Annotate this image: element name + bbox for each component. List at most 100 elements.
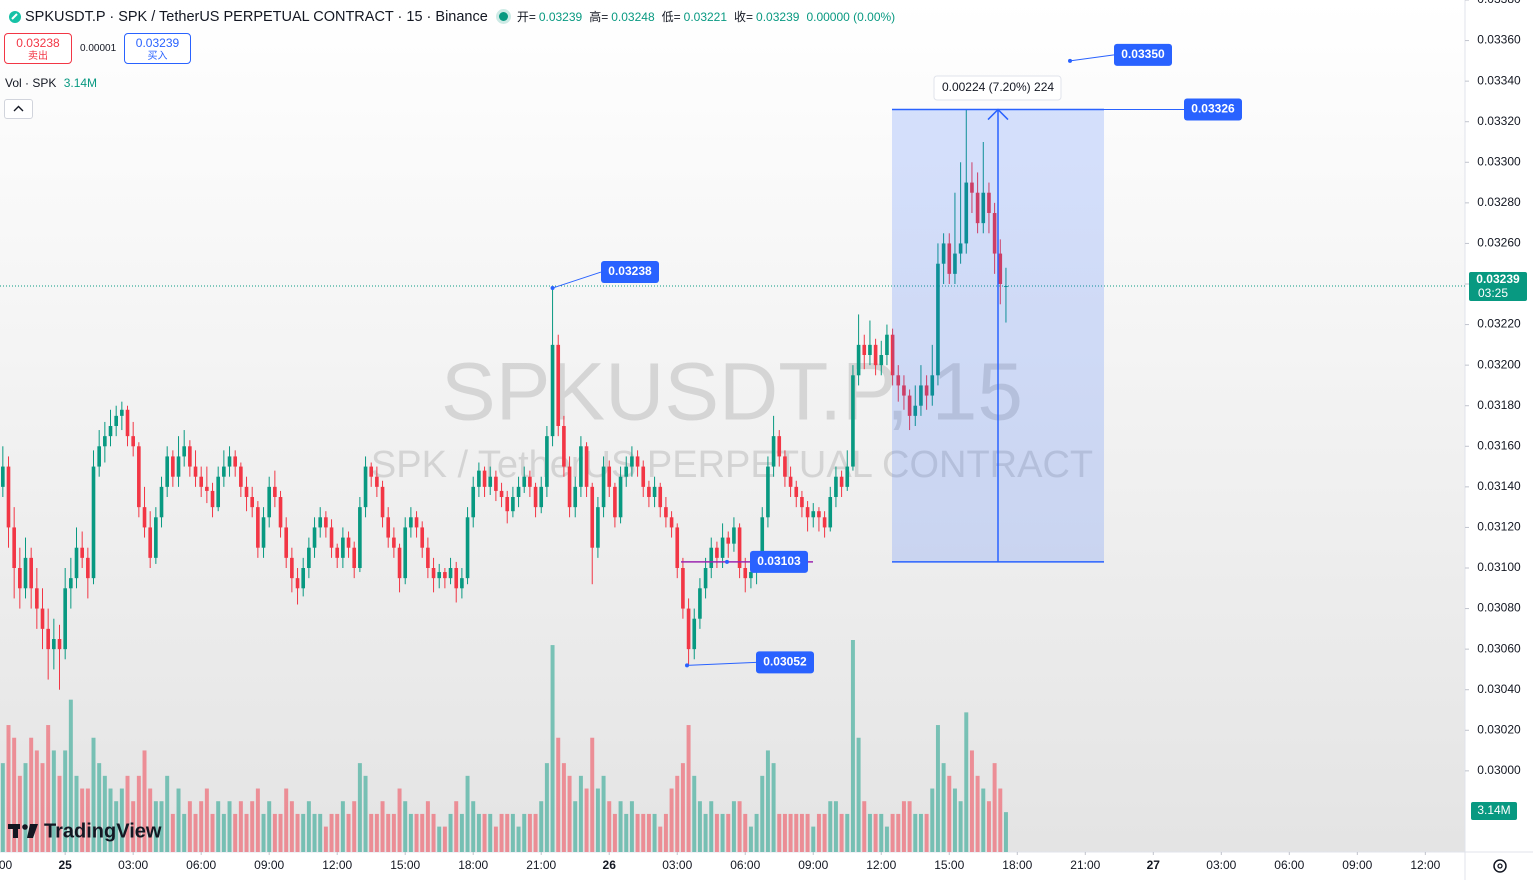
volume-bar [726, 813, 731, 852]
candle-body [556, 344, 561, 426]
candle-body [148, 527, 152, 558]
y-tick-label: 0.03020 [1477, 722, 1521, 736]
volume-bar [40, 763, 45, 852]
volume-bar [380, 801, 385, 852]
x-tick-label: 25 [58, 858, 72, 872]
collapse-button[interactable] [4, 99, 33, 119]
candle-body [613, 486, 617, 518]
candle-body [533, 486, 538, 508]
volume-bar [890, 813, 895, 852]
candle-body [165, 456, 169, 487]
annotation-tag [1114, 43, 1172, 66]
candle-body [505, 497, 510, 512]
volume-bar [567, 775, 572, 852]
candle-body [896, 375, 901, 386]
candle-body [142, 507, 147, 528]
candle-body [749, 572, 753, 579]
volume-tag-label: 3.14M [1477, 803, 1510, 817]
close-value: 0.03239 [756, 9, 800, 24]
volume-bar [561, 763, 566, 852]
volume-bar [941, 763, 946, 852]
volume-bar [969, 750, 974, 852]
x-tick-label: 27 [1147, 858, 1161, 872]
candle-body [851, 375, 855, 467]
volume-bar [794, 813, 799, 852]
settings-icon[interactable] [1493, 859, 1507, 873]
candle-body [369, 466, 374, 477]
volume-bar [907, 801, 912, 852]
volume-bar [964, 712, 969, 852]
y-tick-label: 0.03280 [1477, 195, 1521, 209]
y-tick-label: 0.03140 [1477, 479, 1521, 493]
annotation-label: 0.03103 [757, 554, 801, 568]
candle-body [522, 476, 527, 487]
y-tick-label: 0.03100 [1477, 560, 1521, 574]
candle-body [482, 470, 487, 487]
volume-bar [267, 801, 272, 852]
annotation-label: 0.03238 [608, 264, 652, 278]
volume-bar [431, 813, 436, 852]
symbol: SPKUSDT.P · SPK / TetherUS PERPETUAL CON… [25, 8, 488, 25]
volume-bar [488, 813, 493, 852]
volume-bar [578, 775, 583, 852]
y-tick-label: 0.03340 [1477, 73, 1521, 87]
volume-bar [607, 801, 612, 852]
candle-body [590, 486, 595, 548]
y-tick-label: 0.03120 [1477, 520, 1521, 534]
buy-button[interactable]: 0.03239 买入 [124, 33, 191, 64]
candle-body [284, 527, 289, 558]
candle-body [307, 547, 311, 568]
header: SPKUSDT.P · SPK / TetherUS PERPETUAL CON… [8, 8, 895, 25]
candle-body [120, 409, 124, 416]
volume-bar [119, 788, 124, 852]
candle-body [154, 517, 158, 558]
candle-body [392, 537, 396, 548]
x-tick-label: 21:00 [1070, 858, 1100, 872]
candle-body [18, 568, 22, 589]
candle-body [335, 547, 340, 558]
candle-body [86, 557, 90, 579]
volume-legend-value: 3.14M [63, 76, 98, 90]
volume-bar [0, 763, 5, 852]
candle-body [448, 568, 453, 579]
candle-body [873, 344, 878, 366]
volume-bar [692, 775, 697, 852]
candle-body [324, 517, 328, 528]
candle-body [409, 517, 413, 528]
x-tick-label: 06:00 [1274, 858, 1304, 872]
volume-bar [46, 725, 51, 852]
candle-body [890, 334, 895, 376]
volume-bar [714, 813, 719, 852]
candle-body [692, 618, 697, 650]
candle-body [624, 466, 629, 477]
volume-bar [833, 801, 838, 852]
candle-body [295, 578, 300, 589]
high-value: 0.03248 [611, 9, 655, 24]
volume-bar [142, 750, 147, 852]
y-tick-label: 0.03360 [1477, 33, 1521, 47]
candle-body [471, 486, 476, 518]
x-tick-label: 21:00 [526, 858, 556, 872]
volume-bar [522, 813, 527, 852]
candle-body [290, 557, 294, 579]
annotation-point [725, 559, 729, 564]
volume-bar [408, 813, 413, 852]
current-price-label: 0.03239 [1476, 272, 1520, 286]
candle-body [256, 507, 260, 548]
candle-body [760, 517, 765, 568]
volume-bar [125, 775, 130, 852]
volume-bar [646, 813, 651, 852]
candle-body [12, 527, 16, 568]
volume-bar [414, 813, 419, 852]
volume-bar [170, 813, 175, 852]
volume-bar [397, 788, 402, 852]
volume-bar [930, 788, 935, 852]
y-tick-label: 0.03060 [1477, 641, 1521, 655]
candle-body [358, 507, 362, 568]
candle-body [737, 527, 742, 568]
sell-button[interactable]: 0.03238 卖出 [4, 33, 72, 64]
annotation-point [550, 286, 555, 291]
volume-bar [658, 826, 663, 852]
volume-bar [340, 801, 345, 852]
volume-bar [233, 813, 238, 852]
